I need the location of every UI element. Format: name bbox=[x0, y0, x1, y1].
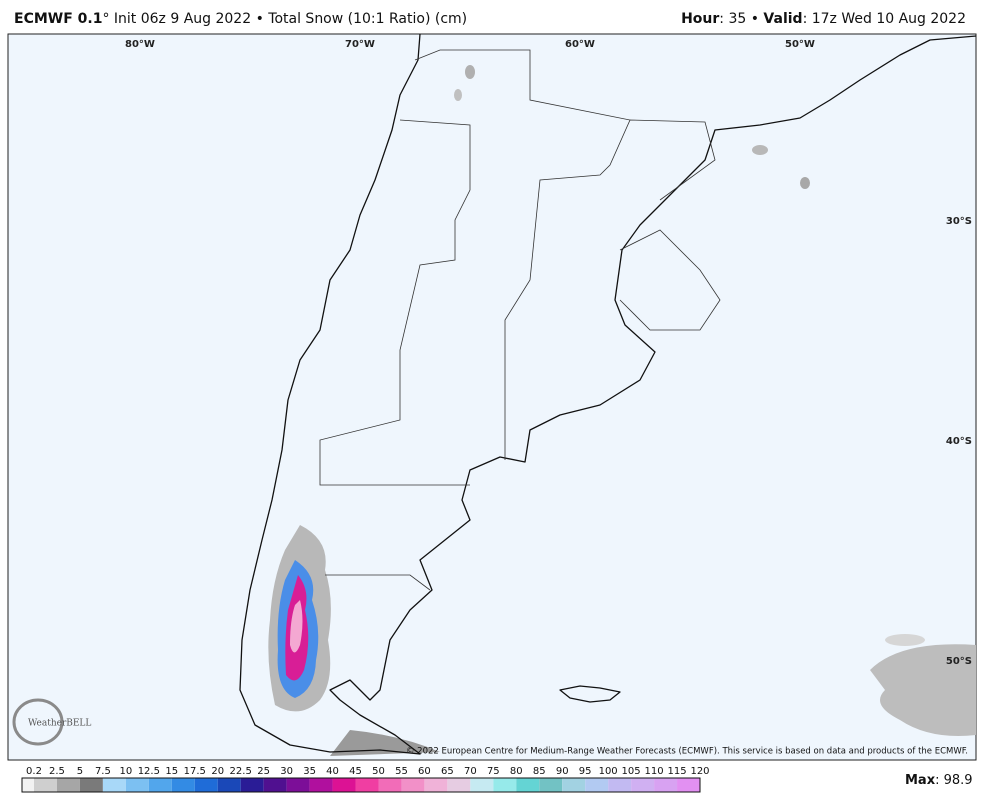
longitude-label: 60°W bbox=[565, 39, 595, 50]
header-description: ° Init 06z 9 Aug 2022 • Total Snow (10:1… bbox=[102, 11, 467, 27]
coastline bbox=[239, 33, 977, 755]
header-title: ECMWF 0.1° Init 06z 9 Aug 2022 • Total S… bbox=[14, 11, 467, 27]
legend-swatch bbox=[286, 778, 310, 792]
legend-swatch bbox=[401, 778, 425, 792]
logo-mark bbox=[12, 698, 64, 746]
legend-label: 55 bbox=[395, 766, 408, 777]
max-value: Max: 98.9 bbox=[905, 773, 973, 788]
legend-swatch bbox=[309, 778, 333, 792]
border bbox=[319, 49, 721, 591]
legend-label: 40 bbox=[326, 766, 339, 777]
legend-label: 50 bbox=[372, 766, 385, 777]
legend-swatch bbox=[562, 778, 586, 792]
header-model: ECMWF 0.1 bbox=[14, 11, 102, 27]
legend-label: 25 bbox=[257, 766, 270, 777]
legend-swatch bbox=[263, 778, 287, 792]
island bbox=[559, 685, 621, 703]
legend-label: 80 bbox=[510, 766, 523, 777]
legend-swatch bbox=[677, 778, 700, 792]
legend-label: 60 bbox=[418, 766, 431, 777]
latitude-label: 30°S bbox=[946, 216, 972, 227]
legend-swatch bbox=[22, 778, 34, 792]
legend-swatch bbox=[447, 778, 471, 792]
legend-swatch bbox=[585, 778, 609, 792]
header-time: Hour: 35 • Valid: 17z Wed 10 Aug 2022 bbox=[681, 11, 966, 27]
legend-swatch bbox=[608, 778, 632, 792]
snow-area bbox=[465, 65, 475, 79]
copyright: © 2022 European Centre for Medium-Range … bbox=[406, 747, 968, 757]
logo: WeatherBELL bbox=[28, 719, 91, 729]
legend-label: 5 bbox=[77, 766, 83, 777]
legend-swatch bbox=[516, 778, 540, 792]
max-label: Max bbox=[905, 773, 936, 788]
legend-swatch bbox=[539, 778, 563, 792]
max-number: : 98.9 bbox=[935, 773, 972, 788]
legend-label: 70 bbox=[464, 766, 477, 777]
map-frame bbox=[7, 33, 977, 761]
legend-swatch bbox=[56, 778, 80, 792]
legend-label: 45 bbox=[349, 766, 362, 777]
legend-label: 0.2 bbox=[26, 766, 42, 777]
legend-label: 2.5 bbox=[49, 766, 65, 777]
legend-swatch bbox=[171, 778, 195, 792]
legend-label: 7.5 bbox=[95, 766, 111, 777]
map-layer bbox=[239, 33, 977, 756]
legend-label: 12.5 bbox=[138, 766, 160, 777]
valid-value: : 17z Wed 10 Aug 2022 bbox=[803, 11, 966, 27]
legend-swatch bbox=[34, 778, 57, 792]
legend-swatch bbox=[148, 778, 172, 792]
latitude-label: 50°S bbox=[946, 656, 972, 667]
legend-label: 10 bbox=[119, 766, 132, 777]
hour-label: Hour bbox=[681, 11, 719, 27]
legend-swatch bbox=[102, 778, 126, 792]
legend-swatch bbox=[240, 778, 264, 792]
legend-label: 17.5 bbox=[184, 766, 206, 777]
legend-label: 75 bbox=[487, 766, 500, 777]
snow-area bbox=[800, 177, 810, 189]
colorbar-frame bbox=[21, 777, 701, 793]
legend-label: 85 bbox=[533, 766, 546, 777]
legend-label: 120 bbox=[690, 766, 709, 777]
legend-swatch bbox=[631, 778, 655, 792]
legend-label: 115 bbox=[667, 766, 686, 777]
legend-label: 20 bbox=[211, 766, 224, 777]
legend-label: 95 bbox=[579, 766, 592, 777]
legend-label: 90 bbox=[556, 766, 569, 777]
legend-label: 100 bbox=[599, 766, 618, 777]
legend-swatch bbox=[654, 778, 678, 792]
snow-area bbox=[885, 634, 925, 646]
legend-swatch bbox=[470, 778, 494, 792]
snow-area bbox=[454, 89, 462, 101]
legend-label: 65 bbox=[441, 766, 454, 777]
snow-area bbox=[752, 145, 768, 155]
longitude-label: 50°W bbox=[785, 39, 815, 50]
legend-swatch bbox=[493, 778, 517, 792]
legend-label: 110 bbox=[645, 766, 664, 777]
colorbar: 0.2 2.5 5 7.5 10 12.5 15 17.5 20 22.5 25 30 35 40 45 50… bbox=[21, 766, 710, 793]
snow-area bbox=[330, 730, 440, 756]
longitude-label: 80°W bbox=[125, 39, 155, 50]
valid-label: Valid bbox=[763, 11, 802, 27]
legend-label: 15 bbox=[165, 766, 178, 777]
legend-swatch bbox=[378, 778, 402, 792]
latitude-label: 40°S bbox=[946, 436, 972, 447]
legend-label: 30 bbox=[280, 766, 293, 777]
snow-area bbox=[870, 644, 976, 736]
legend-swatch bbox=[332, 778, 356, 792]
legend-label: 105 bbox=[622, 766, 641, 777]
snow-area bbox=[290, 600, 303, 653]
legend-swatch bbox=[424, 778, 448, 792]
legend-label: 35 bbox=[303, 766, 316, 777]
legend-swatch bbox=[79, 778, 103, 792]
legend-swatch bbox=[125, 778, 149, 792]
legend-swatch bbox=[194, 778, 218, 792]
hour-value: : 35 • bbox=[719, 11, 763, 27]
longitude-label: 70°W bbox=[345, 39, 375, 50]
legend-label: 22.5 bbox=[230, 766, 252, 777]
legend-swatch bbox=[355, 778, 379, 792]
legend-swatch bbox=[217, 778, 241, 792]
